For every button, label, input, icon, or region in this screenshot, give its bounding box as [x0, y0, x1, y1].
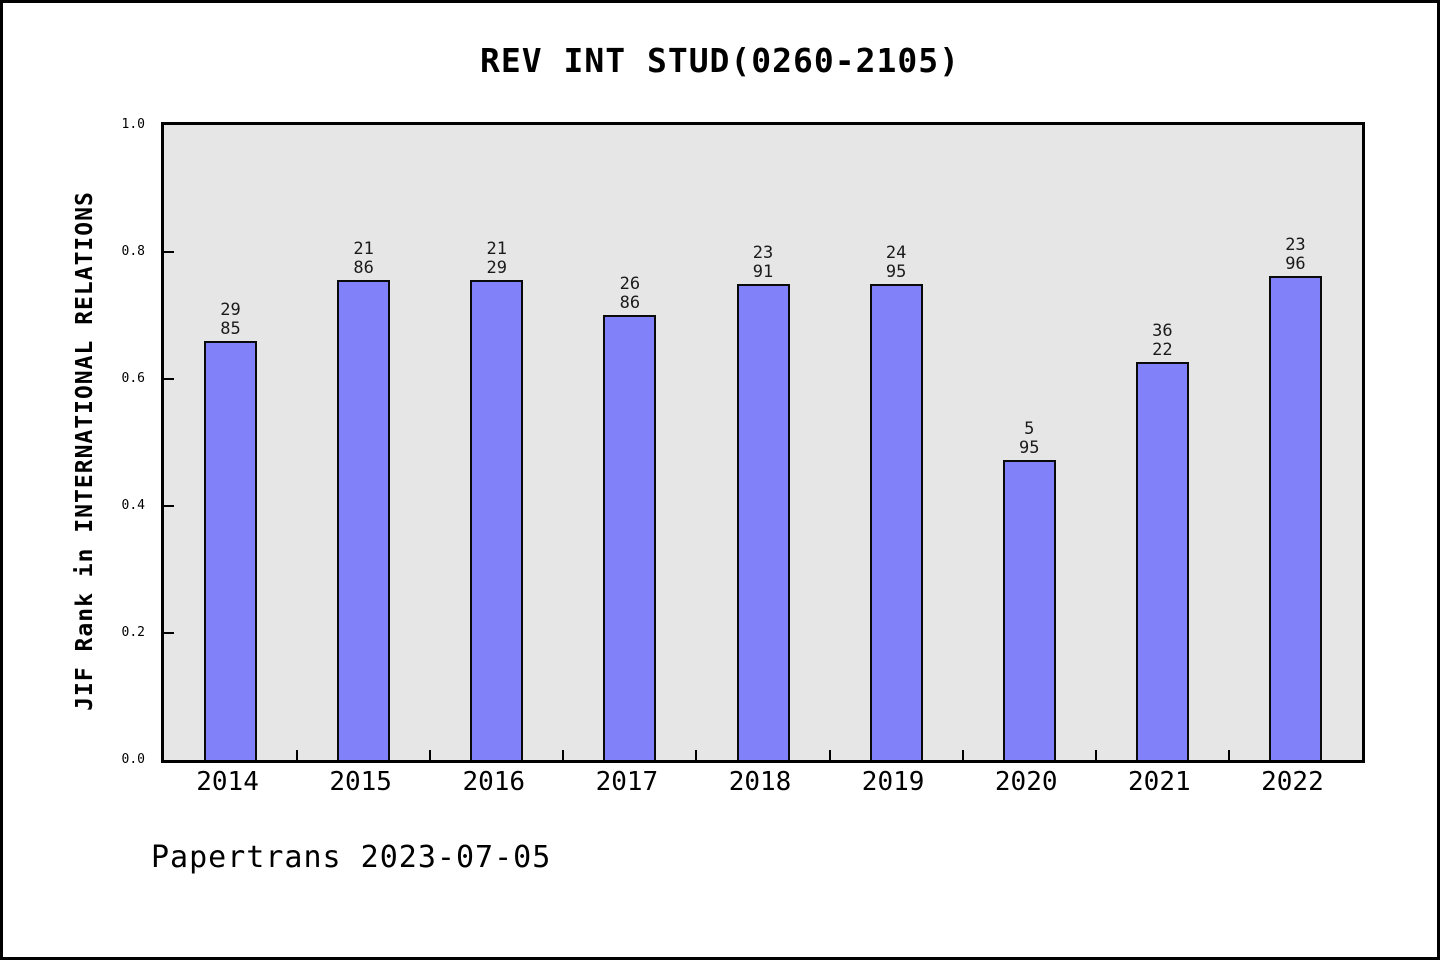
y-tick-mark	[164, 251, 174, 253]
plot-area: 29 85 21 86 21 29 26 86 23 91 24 95 5 95 36 22 23 96	[161, 122, 1365, 763]
x-tick-label-2022: 2022	[1261, 767, 1324, 797]
x-axis: 2014 2015 2016 2017 2018 2019 2020 2021 2022	[161, 767, 1365, 801]
bar-2021	[1135, 362, 1189, 760]
bar-value-line: 23	[752, 243, 774, 263]
bar-value-label-2015: 21 86	[353, 240, 373, 278]
x-tick-mark	[961, 750, 964, 760]
y-tick-label-0.8: 0.8	[121, 244, 145, 259]
bar-value-line: 29	[220, 300, 241, 320]
x-tick-label-2014: 2014	[196, 767, 259, 797]
bar-value-line: 91	[752, 262, 774, 282]
x-tick-label-2018: 2018	[728, 767, 792, 797]
y-tick-label-0.6: 0.6	[121, 371, 145, 386]
bar-value-label-2014: 29 85	[220, 301, 240, 339]
x-tick-mark	[1094, 750, 1097, 760]
bar-value-line: 23	[1285, 235, 1306, 255]
x-tick-label-2017: 2017	[595, 767, 659, 797]
bar-2014	[204, 341, 258, 760]
y-axis: 0.0 0.2 0.4 0.6 0.8 1.0	[3, 117, 153, 767]
x-tick-label-2019: 2019	[861, 767, 925, 797]
bar-value-line: 36	[1152, 321, 1173, 341]
bar-value-line: 5	[1024, 419, 1035, 439]
bar-value-line: 95	[1018, 438, 1040, 458]
bar-2018	[736, 284, 790, 760]
x-tick-label-2020: 2020	[994, 767, 1058, 797]
chart-title: REV INT STUD(0260-2105)	[480, 41, 960, 80]
bar-2020	[1002, 460, 1056, 760]
bar-value-line: 95	[885, 262, 907, 282]
x-tick-mark	[296, 750, 299, 760]
bar-value-line: 85	[220, 319, 241, 339]
y-tick-label-1.0: 1.0	[121, 117, 145, 132]
bar-value-line: 86	[353, 258, 374, 278]
x-tick-label-2015: 2015	[329, 767, 392, 797]
bar-value-label-2016: 21 29	[487, 240, 507, 278]
y-tick-label-0.2: 0.2	[121, 625, 145, 640]
bar-value-line: 24	[885, 243, 907, 263]
y-tick-mark	[164, 505, 174, 507]
footer-watermark: Papertrans 2023-07-05	[151, 840, 552, 875]
y-tick-mark	[164, 632, 174, 634]
bar-value-line: 26	[619, 274, 641, 294]
bar-value-line: 22	[1152, 340, 1173, 360]
x-tick-label-2016: 2016	[462, 767, 526, 797]
y-tick-label-0.4: 0.4	[121, 498, 145, 513]
bar-value-label-2022: 23 96	[1285, 236, 1305, 274]
x-tick-mark	[429, 750, 432, 760]
bar-2022	[1268, 276, 1322, 760]
x-tick-mark	[562, 750, 565, 760]
bar-value-line: 96	[1285, 254, 1306, 274]
x-tick-mark	[695, 750, 698, 760]
y-tick-mark	[164, 378, 174, 380]
bar-value-label-2019: 24 95	[886, 244, 906, 282]
bar-2019	[869, 284, 923, 760]
bar-2016	[470, 280, 524, 760]
bar-value-label-2021: 36 22	[1152, 322, 1172, 360]
bar-value-line: 21	[353, 239, 374, 259]
bar-value-label-2020: 5 95	[1019, 420, 1039, 458]
x-tick-mark	[828, 750, 831, 760]
bar-value-line: 29	[486, 258, 508, 278]
x-tick-label-2021: 2021	[1128, 767, 1191, 797]
bar-2015	[337, 280, 391, 760]
bar-value-label-2017: 26 86	[620, 275, 640, 313]
y-tick-label-0.0: 0.0	[121, 752, 145, 767]
bar-value-line: 21	[486, 239, 508, 259]
bar-value-label-2018: 23 91	[753, 244, 773, 282]
x-tick-mark	[1227, 750, 1230, 760]
bar-2017	[603, 315, 657, 760]
bar-value-line: 86	[619, 293, 641, 313]
